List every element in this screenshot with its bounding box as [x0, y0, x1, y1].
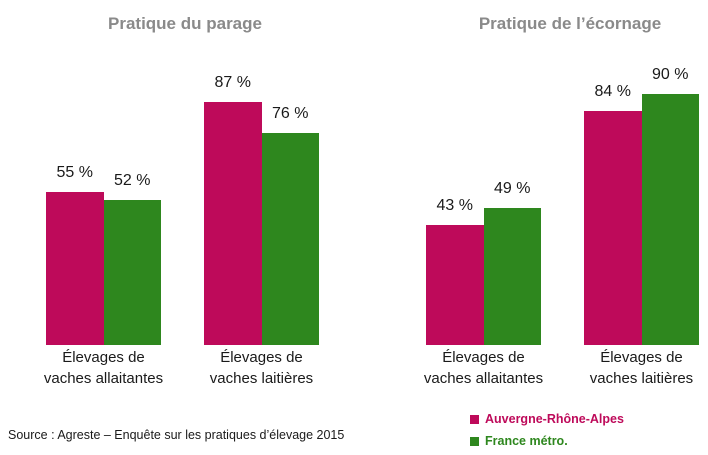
legend-item: France métro. [470, 434, 568, 448]
bar [426, 225, 484, 345]
bar [641, 93, 699, 345]
legend-label: Auvergne-Rhône-Alpes [485, 412, 624, 426]
category-label: Élevages de vaches allaitantes [423, 349, 544, 387]
value-label: 43 % [436, 197, 473, 215]
bar [103, 199, 161, 345]
value-label: 55 % [56, 163, 93, 181]
bar [261, 132, 319, 345]
chart-title: Pratique de l’écornage [478, 14, 662, 33]
bar [204, 102, 262, 345]
value-label: 90 % [652, 65, 689, 83]
source: Source : Agreste – Enquête sur les prati… [8, 428, 345, 442]
value-label: 87 % [214, 74, 251, 92]
bar [584, 110, 642, 345]
legend-label: France métro. [485, 434, 568, 448]
bar [483, 208, 541, 345]
value-label: 52 % [114, 171, 151, 189]
legend-swatch [470, 414, 479, 424]
category-label: Élevages de vaches laitières [589, 349, 694, 387]
category-label: Élevages de vaches laitières [209, 349, 314, 387]
chart-title: Pratique du parage [108, 14, 262, 33]
legend-swatch [470, 436, 479, 446]
value-label: 76 % [272, 104, 309, 122]
category-label: Élevages de vaches allaitantes [43, 349, 164, 387]
value-label: 49 % [494, 180, 531, 198]
value-label: 84 % [594, 82, 631, 100]
bar [46, 191, 104, 345]
legend-item: Auvergne-Rhône-Alpes [470, 412, 624, 426]
